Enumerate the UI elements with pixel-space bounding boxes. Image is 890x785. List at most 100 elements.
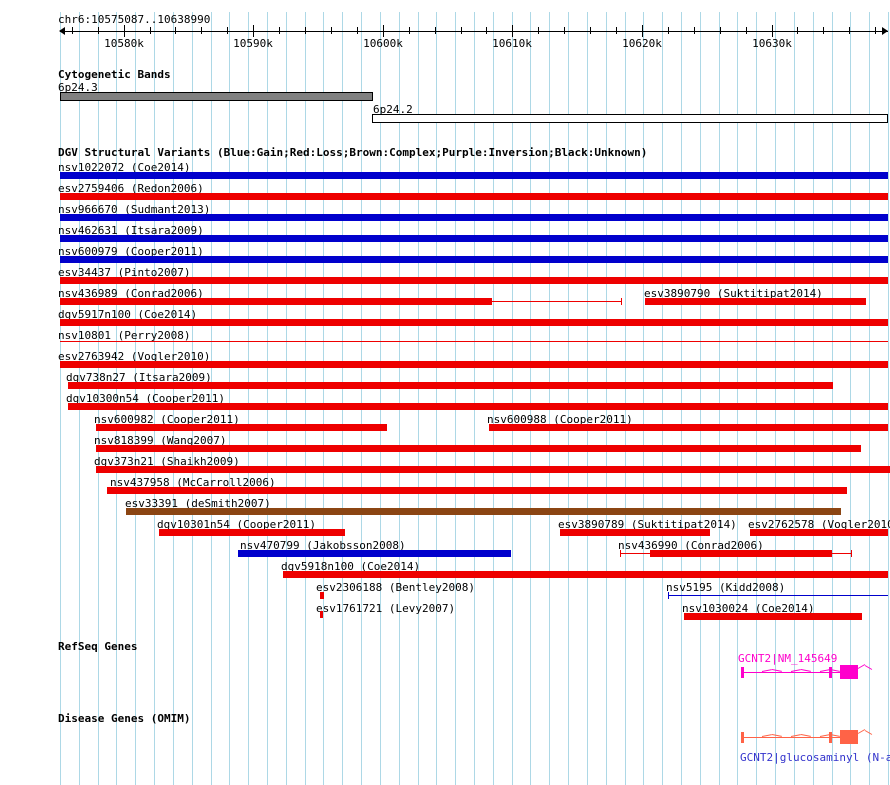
ruler-tick-minor — [486, 27, 487, 34]
ruler-tick-major — [772, 25, 773, 37]
variant-label: nsv436990 (Conrad2006) — [618, 539, 764, 552]
grid-line — [813, 12, 814, 785]
grid-line — [342, 12, 343, 785]
variant-bar[interactable] — [650, 550, 832, 557]
variant-bar[interactable] — [645, 298, 866, 305]
grid-line — [248, 12, 249, 785]
ruler-tick-minor — [875, 27, 876, 34]
variant-label: nsv1022072 (Coe2014) — [58, 161, 191, 174]
variant-bar[interactable] — [750, 529, 888, 536]
axis-line — [60, 31, 888, 32]
variant-label: nsv600979 (Cooper2011) — [58, 245, 204, 258]
variant-label: esv1761721 (Levy2007) — [316, 602, 456, 615]
variant-label: nsv600982 (Cooper2011) — [94, 413, 240, 426]
ruler-tick-label: 10600k — [363, 37, 403, 50]
cytoband-6p24.2[interactable] — [372, 114, 888, 123]
dgv-track-title: DGV Structural Variants (Blue:Gain;Red:L… — [58, 146, 648, 159]
variant-bar[interactable] — [159, 529, 345, 536]
variant-label: nsv600988 (Cooper2011) — [487, 413, 633, 426]
variant-bar[interactable] — [60, 341, 888, 342]
variant-bar[interactable] — [68, 382, 833, 389]
variant-label: esv2762578 (Vogler2010) — [748, 518, 890, 531]
ruler-tick-minor — [175, 27, 176, 34]
variant-label: esv3890790 (Suktitipat2014) — [644, 287, 823, 300]
cytoband-6p24.3[interactable] — [60, 92, 373, 101]
ruler-tick-minor — [590, 27, 591, 34]
gene-exon[interactable] — [741, 732, 744, 743]
gene-label: GCNT2|NM_145649 — [738, 652, 838, 665]
axis-left-arrow-icon[interactable] — [59, 27, 65, 35]
variant-bar[interactable] — [320, 611, 323, 618]
ruler-tick-minor — [538, 27, 539, 34]
variant-bar[interactable] — [60, 256, 888, 263]
variant-bar[interactable] — [238, 550, 511, 557]
variant-label: esv2306188 (Bentley2008) — [316, 581, 475, 594]
grid-line — [229, 12, 230, 785]
variant-bar[interactable] — [60, 235, 888, 242]
grid-line — [568, 12, 569, 785]
variant-label: dgv5918n100 (Coe2014) — [281, 560, 421, 573]
ruler-tick-minor — [746, 27, 747, 34]
ruler-tick-minor — [720, 27, 721, 34]
variant-bar[interactable] — [60, 319, 888, 326]
ruler-tick-minor — [331, 27, 332, 34]
grid-line — [662, 12, 663, 785]
variant-label: esv3890789 (Suktitipat2014) — [558, 518, 737, 531]
grid-line — [681, 12, 682, 785]
ruler-tick-minor — [409, 27, 410, 34]
variant-label: dgv738n27 (Itsara2009) — [66, 371, 212, 384]
gene-exon[interactable] — [840, 665, 858, 679]
grid-line — [286, 12, 287, 785]
axis-right-arrow-icon[interactable] — [882, 27, 888, 35]
variant-bar[interactable] — [60, 214, 888, 221]
variant-label: nsv1030024 (Coe2014) — [682, 602, 815, 615]
ruler-tick-minor — [150, 27, 151, 34]
variant-bar[interactable] — [60, 298, 492, 305]
variant-label: nsv436989 (Conrad2006) — [58, 287, 204, 300]
variant-bar[interactable] — [96, 466, 890, 473]
variant-end-tick — [620, 550, 621, 557]
variant-label: dgv5917n100 (Coe2014) — [58, 308, 198, 321]
gene-intron-line — [742, 737, 858, 738]
grid-line — [756, 12, 757, 785]
variant-bar[interactable] — [668, 595, 888, 596]
variant-bar[interactable] — [126, 508, 841, 515]
variant-bar[interactable] — [96, 445, 861, 452]
variant-bar[interactable] — [283, 571, 888, 578]
variant-label: nsv966670 (Sudmant2013) — [58, 203, 211, 216]
variant-bar[interactable] — [60, 361, 888, 368]
variant-bar[interactable] — [60, 172, 888, 179]
coordinate-ruler[interactable]: chr6:10575087..10638990 10580k 10590k 1060… — [0, 0, 890, 52]
grid-line — [418, 12, 419, 785]
omim-track-title: Disease Genes (OMIM) — [58, 712, 191, 725]
cytoband-track-title: Cytogenetic Bands — [58, 68, 171, 81]
grid-line — [455, 12, 456, 785]
gene-exon[interactable] — [741, 667, 744, 678]
variant-bar[interactable] — [60, 193, 888, 200]
variant-bar[interactable] — [320, 592, 324, 599]
gene-strand-chevron-icon — [864, 730, 873, 735]
grid-line — [361, 12, 362, 785]
ruler-tick-minor — [694, 27, 695, 34]
variant-bar[interactable] — [684, 613, 862, 620]
ruler-tick-major — [512, 25, 513, 37]
gene-strand-chevron-icon — [864, 665, 873, 670]
grid-line — [512, 12, 513, 785]
variant-bar[interactable] — [107, 487, 847, 494]
gene-exon[interactable] — [840, 730, 858, 744]
variant-bar[interactable] — [489, 424, 888, 431]
gene-exon[interactable] — [829, 667, 832, 678]
ruler-tick-major — [642, 25, 643, 37]
variant-bar[interactable] — [96, 424, 387, 431]
grid-line — [643, 12, 644, 785]
ruler-tick-minor — [72, 27, 73, 34]
grid-line — [625, 12, 626, 785]
ruler-tick-label: 10610k — [492, 37, 532, 50]
ruler-tick-minor — [461, 27, 462, 34]
variant-label: nsv462631 (Itsara2009) — [58, 224, 204, 237]
variant-bar[interactable] — [68, 403, 888, 410]
variant-bar[interactable] — [560, 529, 710, 536]
variant-label: esv2763942 (Vogler2010) — [58, 350, 211, 363]
variant-bar[interactable] — [60, 277, 888, 284]
gene-exon[interactable] — [829, 732, 832, 743]
